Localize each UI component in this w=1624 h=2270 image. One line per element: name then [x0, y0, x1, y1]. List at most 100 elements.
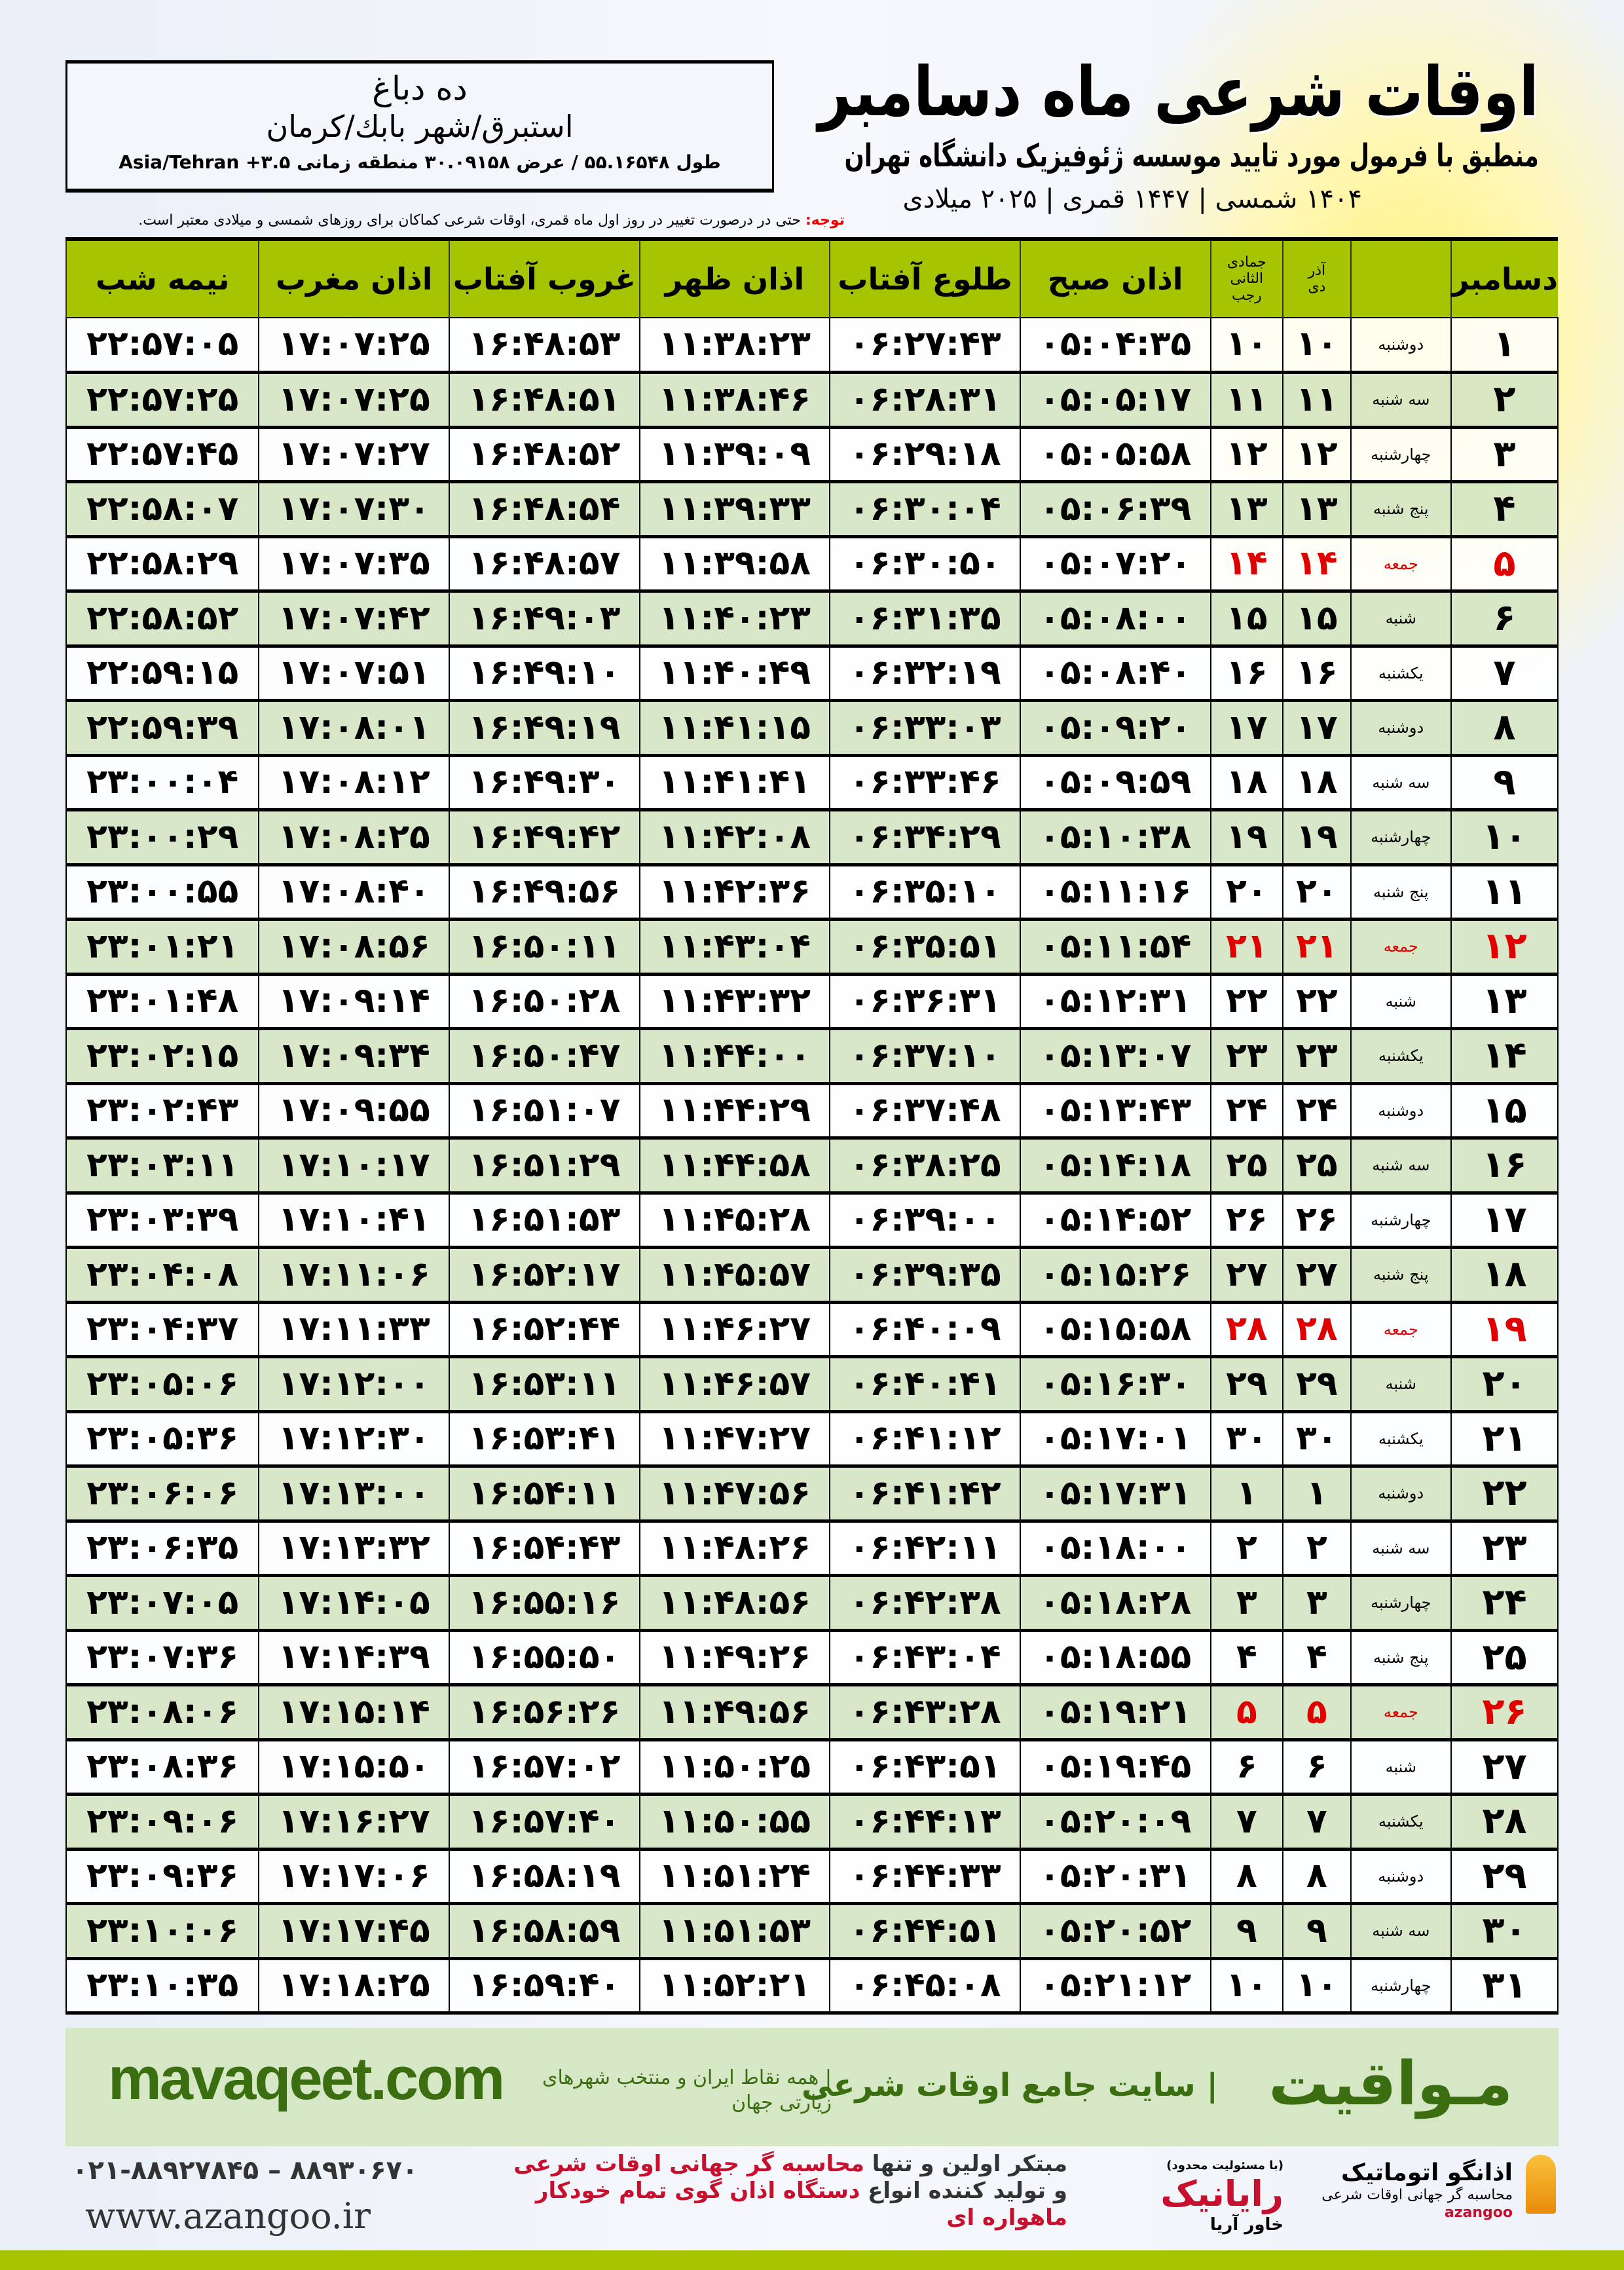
- cell-dhuhr: ۱۱:۳۸:۲۳: [638, 317, 831, 374]
- table-row: ۲۲ دوشنبه ۱ ۱ ۰۵:۱۷:۳۱ ۰۶:۴۱:۴۲ ۱۱:۴۷:۵۶ ۱۶:۵۴:…: [65, 1465, 1559, 1523]
- cell-maghrib: ۱۷:۱۶:۲۷: [258, 1793, 450, 1851]
- cell-maghrib: ۱۷:۱۸:۲۵: [258, 1958, 450, 2015]
- cell-sunrise: ۰۶:۳۱:۳۵: [829, 590, 1021, 648]
- cell-midnight: ۲۳:۰۵:۳۶: [65, 1411, 260, 1468]
- cell-dhuhr: ۱۱:۴۴:۰۰: [638, 1028, 831, 1085]
- cell-sunrise: ۰۶:۳۵:۱۰: [829, 864, 1021, 921]
- cell-sunrise: ۰۶:۳۰:۰۴: [829, 481, 1021, 538]
- cell-fajr: ۰۵:۱۹:۲۱: [1019, 1684, 1211, 1741]
- cell-maghrib: ۱۷:۱۲:۰۰: [258, 1356, 450, 1413]
- cell-weekday: یکشنبه: [1350, 645, 1452, 702]
- cell-sunrise: ۰۶:۴۵:۰۸: [829, 1958, 1021, 2015]
- table-row: ۲۱ یکشنبه ۳۰ ۳۰ ۰۵:۱۷:۰۱ ۰۶:۴۱:۱۲ ۱۱:۴۷:۲۷ ۱۶:۵…: [65, 1411, 1559, 1468]
- cell-fajr: ۰۵:۱۵:۵۸: [1019, 1301, 1211, 1358]
- table-row: ۹ سه شنبه ۱۸ ۱۸ ۰۵:۰۹:۵۹ ۰۶:۳۳:۴۶ ۱۱:۴۱:۴۱ ۱۶:۴…: [65, 754, 1559, 811]
- cell-midnight: ۲۳:۰۲:۱۵: [65, 1028, 260, 1085]
- cell-weekday: یکشنبه: [1350, 1793, 1452, 1851]
- cell-lunar-day: ۲۰: [1209, 864, 1284, 921]
- cell-midnight: ۲۳:۰۹:۳۶: [65, 1848, 260, 1905]
- cell-fajr: ۰۵:۰۸:۴۰: [1019, 645, 1211, 702]
- cell-sunrise: ۰۶:۳۲:۱۹: [829, 645, 1021, 702]
- cell-sunset: ۱۶:۴۹:۵۶: [449, 864, 640, 921]
- cell-sunrise: ۰۶:۳۵:۵۱: [829, 918, 1021, 976]
- location-name: ده دباغ: [372, 69, 468, 107]
- cell-sunrise: ۰۶:۴۱:۱۲: [829, 1411, 1021, 1468]
- cell-shamsi-day: ۱۸: [1282, 754, 1352, 811]
- cell-shamsi-day: ۱۷: [1282, 699, 1352, 757]
- cell-maghrib: ۱۷:۱۴:۳۹: [258, 1629, 450, 1686]
- cell-midnight: ۲۳:۱۰:۰۶: [65, 1903, 260, 1960]
- cell-weekday: دوشنبه: [1350, 699, 1452, 757]
- cell-fajr: ۰۵:۱۴:۱۸: [1019, 1137, 1211, 1195]
- cell-day: ۹: [1450, 754, 1559, 811]
- header-shamsi: آذر دی: [1282, 239, 1351, 318]
- cell-shamsi-day: ۱۴: [1282, 536, 1352, 593]
- cell-weekday: دوشنبه: [1350, 317, 1452, 374]
- table-row: ۲۷ شنبه ۶ ۶ ۰۵:۱۹:۴۵ ۰۶:۴۳:۵۱ ۱۱:۵۰:۲۵ ۱۶:۵۷:۰۲…: [65, 1739, 1559, 1796]
- cell-shamsi-day: ۲۹: [1282, 1356, 1352, 1413]
- cell-lunar-day: ۱۲: [1209, 426, 1284, 483]
- cell-dhuhr: ۱۱:۵۰:۲۵: [638, 1739, 831, 1796]
- cell-fajr: ۰۵:۱۲:۳۱: [1019, 973, 1211, 1030]
- cell-sunrise: ۰۶:۳۶:۳۱: [829, 973, 1021, 1030]
- cell-sunset: ۱۶:۵۳:۴۱: [449, 1411, 640, 1468]
- cell-maghrib: ۱۷:۰۸:۵۶: [258, 918, 450, 976]
- page-subtitle: منطبق با فرمول مورد تایید موسسه ژئوفیزیک…: [844, 138, 1539, 174]
- cell-fajr: ۰۵:۱۷:۳۱: [1019, 1465, 1211, 1523]
- cell-sunrise: ۰۶:۴۴:۳۳: [829, 1848, 1021, 1905]
- cell-shamsi-day: ۴: [1282, 1629, 1352, 1686]
- header-day: دسامبر: [1450, 239, 1558, 318]
- cell-lunar-day: ۲: [1209, 1520, 1284, 1577]
- azangoo-latin: azangoo: [1444, 2204, 1513, 2221]
- cell-day: ۱: [1450, 317, 1559, 374]
- promo-text: مبتکر اولین و تنها محاسبه گر جهانی اوقات…: [504, 2151, 1067, 2231]
- cell-sunset: ۱۶:۴۹:۴۲: [449, 809, 640, 866]
- cell-maghrib: ۱۷:۱۱:۰۶: [258, 1246, 450, 1304]
- cell-sunrise: ۰۶:۴۳:۰۴: [829, 1629, 1021, 1686]
- cell-lunar-day: ۲۶: [1209, 1192, 1284, 1249]
- cell-lunar-day: ۲۸: [1209, 1301, 1284, 1358]
- cell-shamsi-day: ۱۵: [1282, 590, 1352, 648]
- cell-shamsi-day: ۷: [1282, 1793, 1352, 1851]
- cell-day: ۵: [1450, 536, 1559, 593]
- cell-day: ۱۴: [1450, 1028, 1559, 1085]
- cell-day: ۴: [1450, 481, 1559, 538]
- cell-fajr: ۰۵:۲۰:۵۲: [1019, 1903, 1211, 1960]
- cell-lunar-day: ۳: [1209, 1574, 1284, 1632]
- cell-midnight: ۲۳:۰۱:۴۸: [65, 973, 260, 1030]
- header-sunset: غروب آفتاب: [449, 239, 640, 318]
- cell-midnight: ۲۳:۰۱:۲۱: [65, 918, 260, 976]
- notice-label: توجه:: [805, 212, 845, 229]
- cell-maghrib: ۱۷:۱۱:۳۳: [258, 1301, 450, 1358]
- cell-fajr: ۰۵:۲۱:۱۲: [1019, 1958, 1211, 2015]
- cell-dhuhr: ۱۱:۴۶:۲۷: [638, 1301, 831, 1358]
- cell-day: ۳: [1450, 426, 1559, 483]
- cell-day: ۲۲: [1450, 1465, 1559, 1523]
- cell-dhuhr: ۱۱:۵۲:۲۱: [638, 1958, 831, 2015]
- cell-midnight: ۲۳:۰۰:۰۴: [65, 754, 260, 811]
- cell-weekday: پنج شنبه: [1350, 864, 1452, 921]
- table-row: ۱۵ دوشنبه ۲۴ ۲۴ ۰۵:۱۳:۴۳ ۰۶:۳۷:۴۸ ۱۱:۴۴:۲۹ ۱۶:۵…: [65, 1083, 1559, 1140]
- cell-day: ۲۹: [1450, 1848, 1559, 1905]
- cell-maghrib: ۱۷:۱۵:۵۰: [258, 1739, 450, 1796]
- website-link[interactable]: www.azangoo.ir: [85, 2195, 371, 2237]
- banner-url[interactable]: mavaqeet.com: [108, 2045, 505, 2112]
- cell-midnight: ۲۳:۰۳:۳۹: [65, 1192, 260, 1249]
- cell-sunset: ۱۶:۵۲:۱۷: [449, 1246, 640, 1304]
- cell-dhuhr: ۱۱:۳۸:۴۶: [638, 371, 831, 429]
- cell-day: ۲۳: [1450, 1520, 1559, 1577]
- cell-dhuhr: ۱۱:۴۹:۵۶: [638, 1684, 831, 1741]
- cell-sunrise: ۰۶:۴۳:۲۸: [829, 1684, 1021, 1741]
- cell-dhuhr: ۱۱:۴۷:۵۶: [638, 1465, 831, 1523]
- cell-fajr: ۰۵:۰۶:۳۹: [1019, 481, 1211, 538]
- cell-lunar-day: ۸: [1209, 1848, 1284, 1905]
- cell-maghrib: ۱۷:۰۹:۵۵: [258, 1083, 450, 1140]
- cell-dhuhr: ۱۱:۴۷:۲۷: [638, 1411, 831, 1468]
- cell-maghrib: ۱۷:۰۹:۱۴: [258, 973, 450, 1030]
- cell-fajr: ۰۵:۱۸:۵۵: [1019, 1629, 1211, 1686]
- rayanik-note: (با مسئولیت محدود): [1166, 2159, 1283, 2172]
- cell-fajr: ۰۵:۲۰:۳۱: [1019, 1848, 1211, 1905]
- cell-day: ۱۵: [1450, 1083, 1559, 1140]
- cell-lunar-day: ۲۴: [1209, 1083, 1284, 1140]
- cell-fajr: ۰۵:۰۷:۲۰: [1019, 536, 1211, 593]
